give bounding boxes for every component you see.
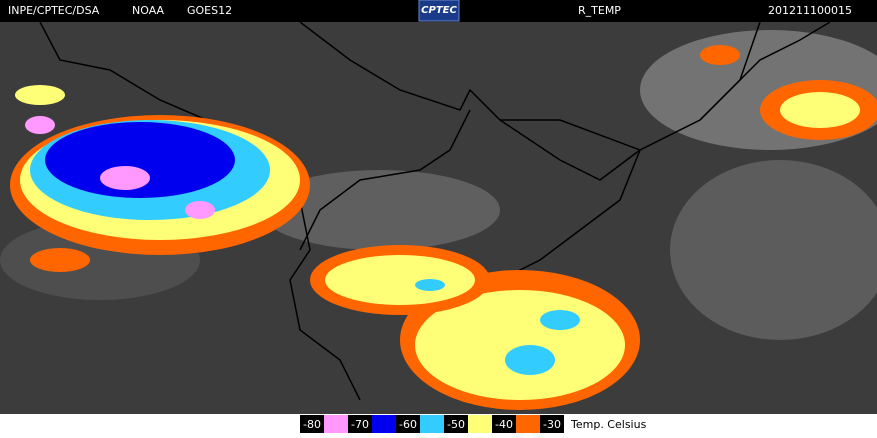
timestamp-label: 201211100015 bbox=[768, 4, 852, 17]
product-label: R_TEMP bbox=[578, 4, 621, 17]
legend-swatch bbox=[468, 415, 492, 433]
legend-tick-label: -60 bbox=[399, 418, 417, 431]
cloud-region bbox=[325, 255, 475, 305]
legend-tick-label: -70 bbox=[351, 418, 369, 431]
legend-swatch bbox=[516, 415, 540, 433]
legend: -80 -70 -60 -50 -40 -30 Temp. Celsius bbox=[0, 414, 877, 434]
cloud-region bbox=[30, 248, 90, 272]
legend-tick-box bbox=[444, 415, 468, 433]
border bbox=[499, 119, 641, 181]
legend-tick-label: -40 bbox=[495, 418, 513, 431]
cloud-region bbox=[415, 279, 445, 291]
legend-swatch bbox=[324, 415, 348, 433]
logo bbox=[418, 0, 460, 22]
cloud-region bbox=[700, 45, 740, 65]
legend-tick-box bbox=[348, 415, 372, 433]
cloud-region bbox=[15, 85, 65, 105]
cloud-gray bbox=[670, 160, 877, 340]
cloud-region bbox=[780, 92, 860, 128]
coast bbox=[699, 21, 831, 121]
legend-swatch bbox=[372, 415, 396, 433]
cloud-gray bbox=[260, 170, 500, 250]
legend-tick-box bbox=[396, 415, 420, 433]
legend-unit: Temp. Celsius bbox=[570, 418, 647, 431]
cloud-region bbox=[25, 116, 55, 134]
satellite-label: GOES12 bbox=[187, 4, 232, 17]
border bbox=[299, 109, 471, 251]
source-label: INPE/CPTEC/DSA bbox=[8, 4, 100, 17]
agency-label: NOAA bbox=[132, 4, 165, 17]
legend-tick-box bbox=[540, 415, 564, 433]
cloud-region bbox=[505, 345, 555, 375]
cloud-region bbox=[540, 310, 580, 330]
legend-tick-box bbox=[492, 415, 516, 433]
cloud-region bbox=[100, 166, 150, 190]
legend-swatch bbox=[420, 415, 444, 433]
legend-tick-box bbox=[300, 415, 324, 433]
legend-tick-label: -80 bbox=[303, 418, 321, 431]
cold-cloud-tops bbox=[10, 45, 877, 410]
cloud-region bbox=[185, 201, 215, 219]
legend-tick-label: -50 bbox=[447, 418, 465, 431]
legend-tick-label: -30 bbox=[543, 418, 561, 431]
cloud-region bbox=[45, 122, 235, 198]
logo-text: CPTEC bbox=[421, 5, 457, 16]
